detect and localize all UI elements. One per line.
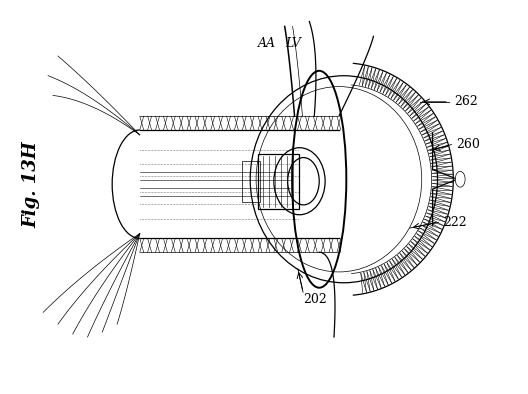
Text: LV: LV	[285, 37, 300, 50]
Text: Fig. 13H: Fig. 13H	[22, 141, 40, 228]
Text: 262: 262	[454, 95, 478, 108]
Bar	[258, 154, 299, 209]
Text: AA: AA	[258, 37, 276, 50]
Text: 222: 222	[444, 216, 467, 229]
Bar	[242, 160, 260, 202]
Text: 260: 260	[457, 138, 480, 151]
Ellipse shape	[455, 171, 465, 187]
Text: 202: 202	[303, 294, 327, 307]
